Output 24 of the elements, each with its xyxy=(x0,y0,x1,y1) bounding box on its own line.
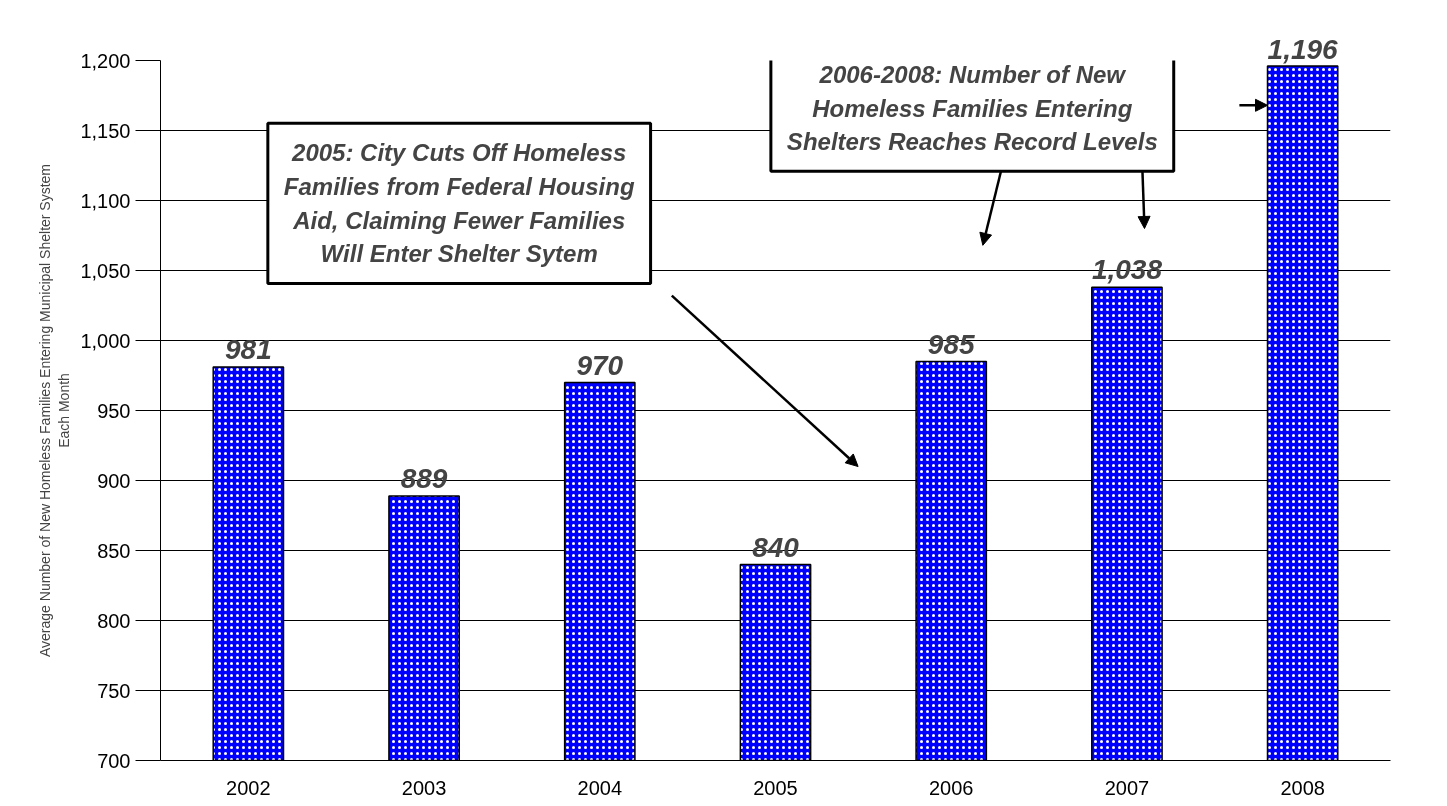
y-tick-label: 750 xyxy=(97,679,131,702)
x-tick-label: 2003 xyxy=(401,776,447,799)
data-label: 970 xyxy=(576,349,624,381)
annotation: 2005: City Cuts Off Homeless Families from Federal Housing Aid, Claiming Fewer Families Will Enter Shelter Sytem xyxy=(283,139,635,268)
x-tick-label: 2005 xyxy=(753,776,798,799)
annotation: 2006-2008: Number of New Homeless Families Entering Shelters Reaches Record Levels xyxy=(786,60,1158,156)
x-tick-label: 2008 xyxy=(1280,776,1325,799)
y-tick-label: 1,200 xyxy=(80,49,131,72)
y-tick-label: 700 xyxy=(97,749,131,772)
y-tick-label: 1,000 xyxy=(80,329,131,352)
y-axis-title: Average Number of New Homeless Families Entering Municipal Shelter System Each Month xyxy=(37,163,73,658)
y-tick-label: 800 xyxy=(97,609,131,632)
x-tick-label: 2004 xyxy=(577,776,623,799)
y-tick-label: 1,100 xyxy=(80,189,131,212)
y-tick-label: 1,050 xyxy=(80,259,131,282)
y-tick-label: 900 xyxy=(97,469,131,492)
y-tick-label: 950 xyxy=(97,399,131,422)
y-tick-label: 1,150 xyxy=(80,119,131,142)
data-label: 1,196 xyxy=(1267,33,1339,65)
y-tick-label: 850 xyxy=(97,539,131,562)
x-tick-label: 2002 xyxy=(226,776,271,799)
data-label: 981 xyxy=(225,334,272,366)
x-tick-label: 2007 xyxy=(1104,776,1150,799)
x-tick-label: 2006 xyxy=(928,776,974,799)
